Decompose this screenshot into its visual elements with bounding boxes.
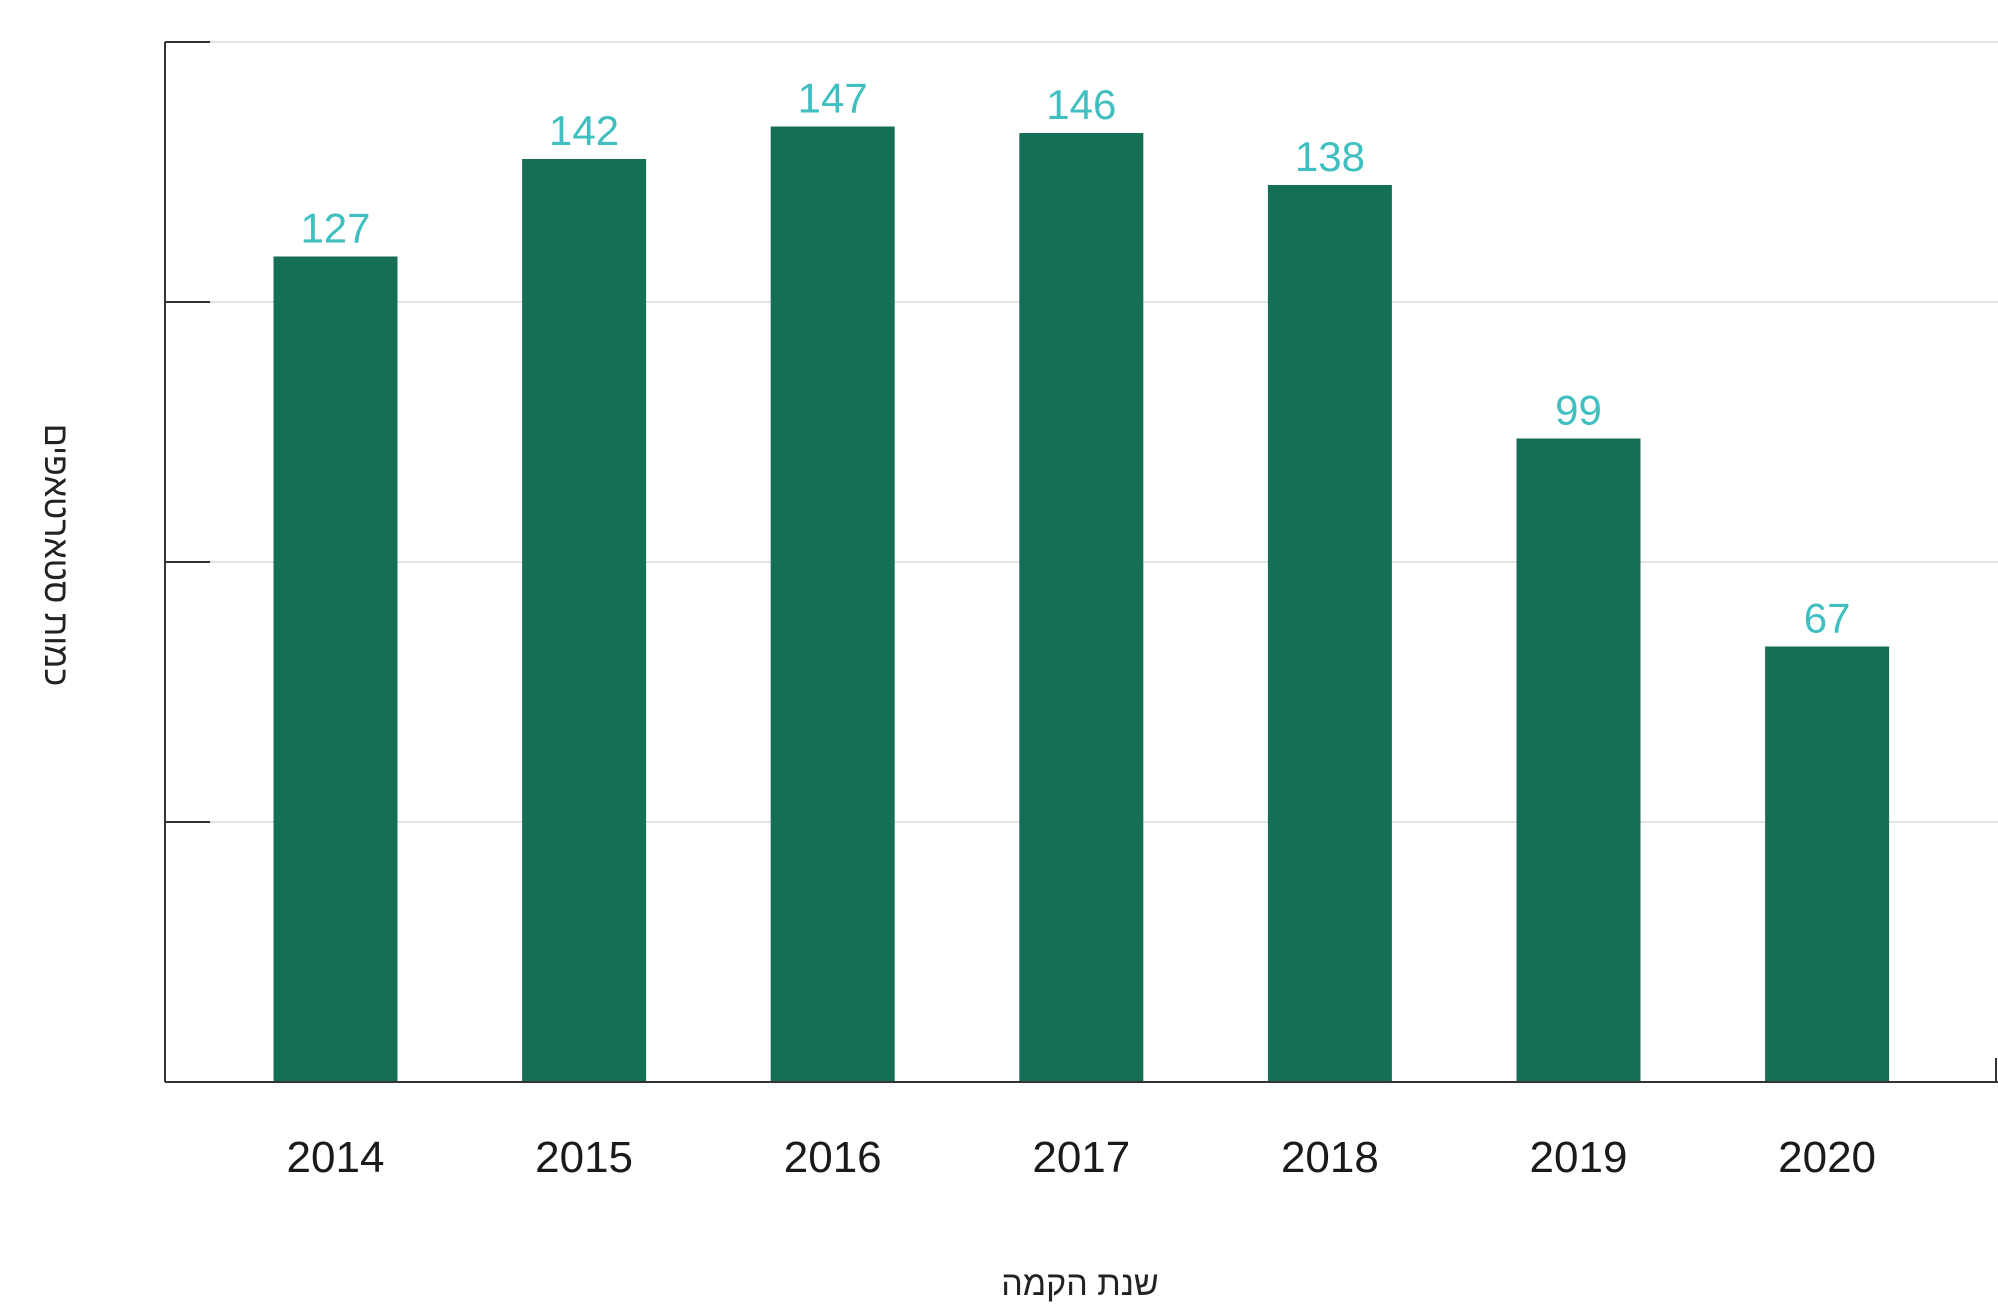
x-tick-label-2019: 2019 — [1530, 1133, 1628, 1182]
data-label-2018: 138 — [1295, 133, 1365, 180]
bars — [273, 126, 1890, 1082]
x-tick-label-2015: 2015 — [535, 1133, 633, 1182]
x-tick-label-2020: 2020 — [1778, 1133, 1876, 1182]
y-axis-title: כמות סטארטאפים — [37, 424, 75, 686]
axes — [164, 41, 1998, 1083]
bar-2015 — [522, 159, 647, 1082]
bar-2018 — [1267, 185, 1392, 1082]
bar-2014 — [273, 256, 398, 1082]
x-tick-label-2014: 2014 — [287, 1133, 385, 1182]
data-label-2016: 147 — [798, 75, 868, 122]
bar-2019 — [1516, 438, 1641, 1082]
bar-2020 — [1765, 646, 1890, 1082]
data-label-2020: 67 — [1804, 595, 1851, 642]
x-tick-label-2018: 2018 — [1281, 1133, 1379, 1182]
data-labels: 127 142 147 146 138 99 67 — [300, 75, 1850, 642]
data-label-2014: 127 — [300, 205, 370, 252]
x-tick-labels: 2014 2015 2016 2017 2018 2019 2020 — [287, 1133, 1876, 1182]
data-label-2015: 142 — [549, 107, 619, 154]
x-axis-title: שנת הקמה — [1001, 1265, 1159, 1303]
data-label-2017: 146 — [1046, 81, 1116, 128]
x-tick-label-2017: 2017 — [1032, 1133, 1130, 1182]
bar-2016 — [770, 126, 895, 1082]
data-label-2019: 99 — [1555, 387, 1602, 434]
bar-2017 — [1019, 133, 1144, 1082]
x-tick-label-2016: 2016 — [784, 1133, 882, 1182]
